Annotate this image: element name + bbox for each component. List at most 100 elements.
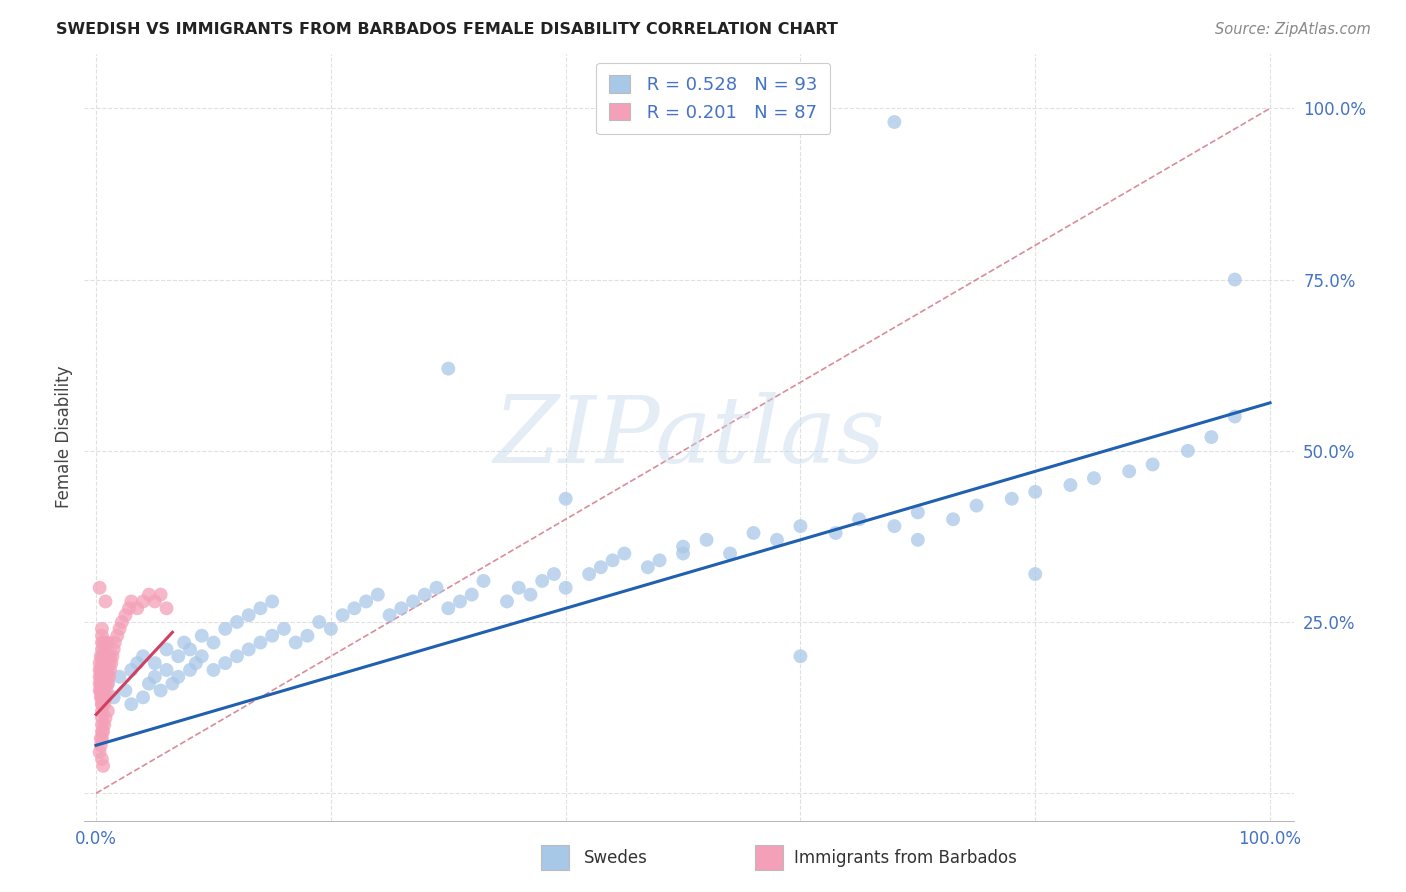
Point (127, 656, 149, 670)
Point (262, 629, 284, 643)
Point (155, 601, 177, 615)
Point (402, 594, 425, 608)
Point (179, 642, 201, 657)
Point (108, 670, 131, 684)
Point (190, 629, 212, 643)
Point (91, 649, 114, 664)
Point (519, 588, 541, 602)
Point (89, 656, 111, 670)
Point (97, 635, 120, 649)
Point (91, 759, 114, 773)
Point (90, 690, 112, 705)
Point (1024, 484, 1046, 499)
Point (90, 731, 112, 746)
Point (132, 649, 155, 664)
Point (120, 594, 142, 608)
Point (93, 656, 115, 670)
Point (637, 560, 659, 574)
Point (89, 670, 111, 684)
Point (672, 547, 695, 561)
Point (179, 663, 201, 677)
Point (1059, 478, 1081, 492)
Point (90, 663, 112, 677)
Point (202, 635, 225, 649)
Point (461, 588, 484, 602)
Point (1083, 471, 1105, 485)
Point (226, 649, 249, 664)
Point (308, 615, 330, 629)
Point (97, 649, 120, 664)
Point (496, 594, 519, 608)
Point (449, 594, 471, 608)
Point (89, 745, 111, 759)
Point (91, 663, 114, 677)
Point (766, 533, 789, 547)
Point (97, 676, 120, 690)
Point (202, 663, 225, 677)
Point (343, 601, 366, 615)
Point (91, 690, 114, 705)
Point (848, 512, 870, 526)
Text: SWEDISH VS IMMIGRANTS FROM BARBADOS FEMALE DISABILITY CORRELATION CHART: SWEDISH VS IMMIGRANTS FROM BARBADOS FEMA… (56, 22, 838, 37)
Point (742, 526, 765, 541)
Point (907, 505, 929, 519)
Point (98, 663, 121, 677)
Point (91, 635, 114, 649)
Point (543, 567, 565, 582)
Point (91, 676, 114, 690)
Point (93, 642, 115, 657)
Point (97, 676, 120, 690)
Point (249, 601, 271, 615)
Point (143, 656, 166, 670)
Point (578, 567, 600, 582)
Text: Source: ZipAtlas.com: Source: ZipAtlas.com (1215, 22, 1371, 37)
Point (162, 676, 184, 690)
Point (89, 683, 111, 698)
Point (942, 512, 965, 526)
Point (167, 649, 190, 664)
Point (91, 697, 114, 711)
Point (554, 581, 576, 595)
Y-axis label: Female Disability: Female Disability (55, 366, 73, 508)
Point (249, 635, 271, 649)
Point (718, 547, 741, 561)
Point (93, 697, 115, 711)
Point (100, 656, 122, 670)
Point (262, 594, 284, 608)
Point (284, 635, 307, 649)
Point (91, 635, 114, 649)
Point (378, 608, 401, 623)
Point (96, 683, 118, 698)
Point (214, 656, 236, 670)
Point (89, 663, 111, 677)
Point (91, 704, 114, 718)
Point (531, 574, 554, 588)
Point (648, 553, 671, 567)
Point (91, 697, 114, 711)
Point (155, 663, 177, 677)
Point (91, 622, 114, 636)
Point (173, 635, 195, 649)
Point (90, 649, 112, 664)
Point (319, 622, 342, 636)
Point (97, 663, 120, 677)
Point (413, 588, 436, 602)
Point (589, 560, 612, 574)
Point (138, 676, 160, 690)
Point (1223, 409, 1246, 424)
Point (273, 622, 295, 636)
Point (91, 724, 114, 739)
Point (93, 683, 115, 698)
Point (167, 670, 190, 684)
Point (367, 588, 389, 602)
Point (89, 676, 111, 690)
Point (696, 533, 718, 547)
Point (91, 676, 114, 690)
Point (789, 519, 811, 533)
Point (143, 594, 166, 608)
Point (91, 731, 114, 746)
Point (238, 608, 260, 623)
Point (108, 622, 131, 636)
Point (94, 594, 117, 608)
Point (90, 670, 112, 684)
